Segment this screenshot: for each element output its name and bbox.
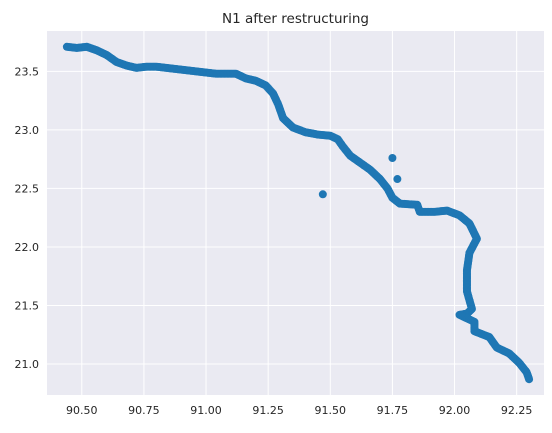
x-tick-label: 90.75 [128,404,160,417]
x-tick-label: 91.50 [315,404,347,417]
x-tick-label: 92.25 [501,404,533,417]
x-tick-label: 90.50 [66,404,98,417]
data-points [62,42,534,384]
plot-background [47,31,544,395]
data-point [525,375,534,384]
y-tick-label: 23.0 [15,124,40,137]
y-tick-label: 21.5 [15,299,40,312]
x-tick-label: 92.00 [439,404,471,417]
x-tick-label: 91.75 [377,404,409,417]
y-tick-label: 23.5 [15,65,40,78]
x-tick-label: 91.25 [252,404,284,417]
y-tick-label: 21.0 [15,358,40,371]
chart-title: N1 after restructuring [222,11,369,27]
x-tick-label: 91.00 [190,404,222,417]
y-tick-label: 22.0 [15,241,40,254]
y-tick-label: 22.5 [15,182,40,195]
y-tick-labels: 21.0 21.5 22.0 22.5 23.0 23.5 [15,65,40,371]
outlier-point [318,190,327,199]
outlier-point [388,153,397,162]
x-tick-labels: 90.50 90.75 91.00 91.25 91.50 91.75 92.00 92.25 [66,404,532,417]
outlier-point [393,175,402,184]
